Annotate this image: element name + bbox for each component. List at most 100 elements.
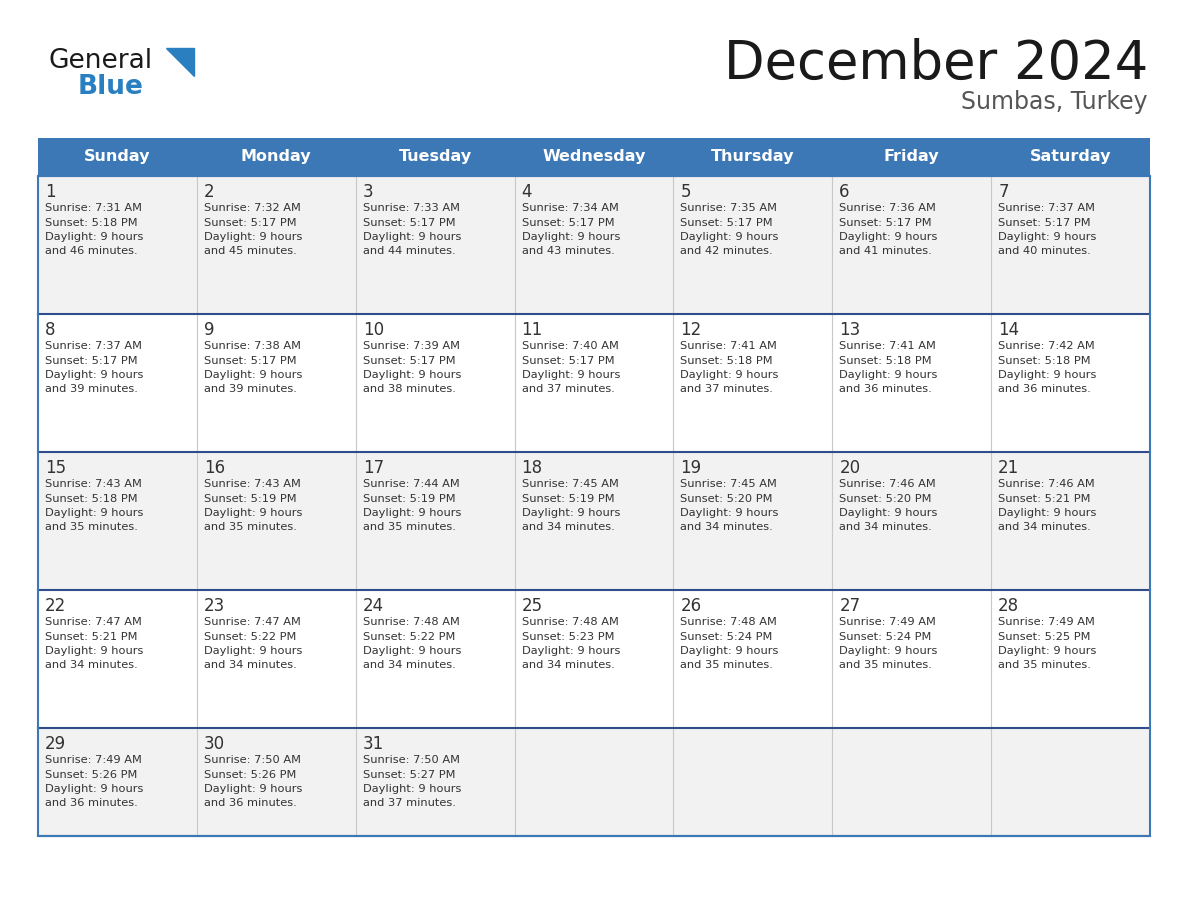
- Text: Wednesday: Wednesday: [542, 150, 646, 164]
- Text: Saturday: Saturday: [1030, 150, 1111, 164]
- Text: Sunset: 5:21 PM: Sunset: 5:21 PM: [45, 632, 138, 642]
- Text: and 46 minutes.: and 46 minutes.: [45, 247, 138, 256]
- Text: Daylight: 9 hours: Daylight: 9 hours: [839, 508, 937, 518]
- Text: Sunset: 5:20 PM: Sunset: 5:20 PM: [839, 494, 931, 503]
- Text: Daylight: 9 hours: Daylight: 9 hours: [45, 646, 144, 656]
- Text: Daylight: 9 hours: Daylight: 9 hours: [681, 508, 779, 518]
- Text: 15: 15: [45, 459, 67, 477]
- Text: 21: 21: [998, 459, 1019, 477]
- Text: and 34 minutes.: and 34 minutes.: [839, 522, 933, 532]
- Text: Sunset: 5:20 PM: Sunset: 5:20 PM: [681, 494, 773, 503]
- Text: Sunrise: 7:35 AM: Sunrise: 7:35 AM: [681, 203, 777, 213]
- Text: Daylight: 9 hours: Daylight: 9 hours: [839, 370, 937, 380]
- Text: and 34 minutes.: and 34 minutes.: [998, 522, 1091, 532]
- Text: Daylight: 9 hours: Daylight: 9 hours: [45, 784, 144, 794]
- Text: Sunset: 5:26 PM: Sunset: 5:26 PM: [204, 769, 296, 779]
- Text: Daylight: 9 hours: Daylight: 9 hours: [839, 646, 937, 656]
- Text: 1: 1: [45, 183, 56, 201]
- Text: Daylight: 9 hours: Daylight: 9 hours: [522, 508, 620, 518]
- Text: and 35 minutes.: and 35 minutes.: [45, 522, 138, 532]
- Bar: [38, 176, 1150, 836]
- Text: and 34 minutes.: and 34 minutes.: [204, 660, 297, 670]
- Text: Sunday: Sunday: [84, 150, 151, 164]
- Text: Daylight: 9 hours: Daylight: 9 hours: [362, 646, 461, 656]
- Text: Daylight: 9 hours: Daylight: 9 hours: [45, 508, 144, 518]
- Text: and 37 minutes.: and 37 minutes.: [681, 385, 773, 395]
- Text: Sunrise: 7:49 AM: Sunrise: 7:49 AM: [839, 617, 936, 627]
- Text: 17: 17: [362, 459, 384, 477]
- Text: and 34 minutes.: and 34 minutes.: [522, 522, 614, 532]
- Text: and 34 minutes.: and 34 minutes.: [362, 660, 455, 670]
- Text: Sunrise: 7:36 AM: Sunrise: 7:36 AM: [839, 203, 936, 213]
- Text: Sunrise: 7:42 AM: Sunrise: 7:42 AM: [998, 341, 1095, 351]
- Text: Sunrise: 7:34 AM: Sunrise: 7:34 AM: [522, 203, 619, 213]
- Text: and 35 minutes.: and 35 minutes.: [839, 660, 933, 670]
- Text: Sunset: 5:18 PM: Sunset: 5:18 PM: [45, 494, 138, 503]
- Text: Sunset: 5:17 PM: Sunset: 5:17 PM: [45, 355, 138, 365]
- Text: 8: 8: [45, 321, 56, 339]
- Text: Daylight: 9 hours: Daylight: 9 hours: [681, 232, 779, 242]
- Text: 4: 4: [522, 183, 532, 201]
- Text: 30: 30: [204, 735, 225, 753]
- Text: Daylight: 9 hours: Daylight: 9 hours: [998, 232, 1097, 242]
- Text: 28: 28: [998, 597, 1019, 615]
- Text: 20: 20: [839, 459, 860, 477]
- Text: Sunset: 5:24 PM: Sunset: 5:24 PM: [681, 632, 773, 642]
- Text: Sunset: 5:17 PM: Sunset: 5:17 PM: [204, 218, 297, 228]
- Text: Tuesday: Tuesday: [399, 150, 472, 164]
- Text: Sunrise: 7:31 AM: Sunrise: 7:31 AM: [45, 203, 143, 213]
- Text: and 45 minutes.: and 45 minutes.: [204, 247, 297, 256]
- Text: Daylight: 9 hours: Daylight: 9 hours: [998, 646, 1097, 656]
- Text: and 35 minutes.: and 35 minutes.: [362, 522, 455, 532]
- Text: Daylight: 9 hours: Daylight: 9 hours: [204, 646, 302, 656]
- Text: Sunset: 5:18 PM: Sunset: 5:18 PM: [839, 355, 931, 365]
- Text: Daylight: 9 hours: Daylight: 9 hours: [998, 370, 1097, 380]
- Text: Blue: Blue: [78, 74, 144, 100]
- Text: Sunrise: 7:45 AM: Sunrise: 7:45 AM: [681, 479, 777, 489]
- Text: Sunset: 5:17 PM: Sunset: 5:17 PM: [522, 355, 614, 365]
- Text: Sunrise: 7:48 AM: Sunrise: 7:48 AM: [362, 617, 460, 627]
- Text: 22: 22: [45, 597, 67, 615]
- Text: and 43 minutes.: and 43 minutes.: [522, 247, 614, 256]
- Text: Sunrise: 7:49 AM: Sunrise: 7:49 AM: [45, 755, 141, 765]
- Text: Daylight: 9 hours: Daylight: 9 hours: [839, 232, 937, 242]
- Text: Daylight: 9 hours: Daylight: 9 hours: [204, 232, 302, 242]
- Text: Daylight: 9 hours: Daylight: 9 hours: [362, 508, 461, 518]
- Text: Sunset: 5:23 PM: Sunset: 5:23 PM: [522, 632, 614, 642]
- Text: Sunset: 5:22 PM: Sunset: 5:22 PM: [204, 632, 296, 642]
- Text: Daylight: 9 hours: Daylight: 9 hours: [204, 508, 302, 518]
- Polygon shape: [166, 48, 194, 76]
- Text: and 44 minutes.: and 44 minutes.: [362, 247, 455, 256]
- Bar: [38, 138, 1150, 176]
- Text: and 39 minutes.: and 39 minutes.: [204, 385, 297, 395]
- Text: and 37 minutes.: and 37 minutes.: [522, 385, 614, 395]
- Text: Daylight: 9 hours: Daylight: 9 hours: [681, 646, 779, 656]
- Text: and 34 minutes.: and 34 minutes.: [522, 660, 614, 670]
- Text: Thursday: Thursday: [712, 150, 795, 164]
- Text: Sunset: 5:24 PM: Sunset: 5:24 PM: [839, 632, 931, 642]
- Text: Sunrise: 7:43 AM: Sunrise: 7:43 AM: [204, 479, 301, 489]
- Text: Daylight: 9 hours: Daylight: 9 hours: [522, 370, 620, 380]
- Text: Daylight: 9 hours: Daylight: 9 hours: [522, 646, 620, 656]
- Text: Sunset: 5:18 PM: Sunset: 5:18 PM: [45, 218, 138, 228]
- Text: and 38 minutes.: and 38 minutes.: [362, 385, 455, 395]
- Text: and 34 minutes.: and 34 minutes.: [681, 522, 773, 532]
- Text: 10: 10: [362, 321, 384, 339]
- Text: 2: 2: [204, 183, 215, 201]
- Text: Sunset: 5:22 PM: Sunset: 5:22 PM: [362, 632, 455, 642]
- Text: Daylight: 9 hours: Daylight: 9 hours: [362, 370, 461, 380]
- Text: Sunrise: 7:50 AM: Sunrise: 7:50 AM: [362, 755, 460, 765]
- Text: Sunset: 5:25 PM: Sunset: 5:25 PM: [998, 632, 1091, 642]
- Text: Friday: Friday: [884, 150, 940, 164]
- Text: 24: 24: [362, 597, 384, 615]
- Text: and 40 minutes.: and 40 minutes.: [998, 247, 1091, 256]
- Text: Sunrise: 7:46 AM: Sunrise: 7:46 AM: [839, 479, 936, 489]
- Text: Daylight: 9 hours: Daylight: 9 hours: [522, 232, 620, 242]
- Text: 3: 3: [362, 183, 373, 201]
- Text: 16: 16: [204, 459, 225, 477]
- Text: 19: 19: [681, 459, 702, 477]
- Text: and 35 minutes.: and 35 minutes.: [998, 660, 1091, 670]
- Text: Sunrise: 7:41 AM: Sunrise: 7:41 AM: [839, 341, 936, 351]
- Text: Daylight: 9 hours: Daylight: 9 hours: [362, 784, 461, 794]
- Text: Sunrise: 7:45 AM: Sunrise: 7:45 AM: [522, 479, 619, 489]
